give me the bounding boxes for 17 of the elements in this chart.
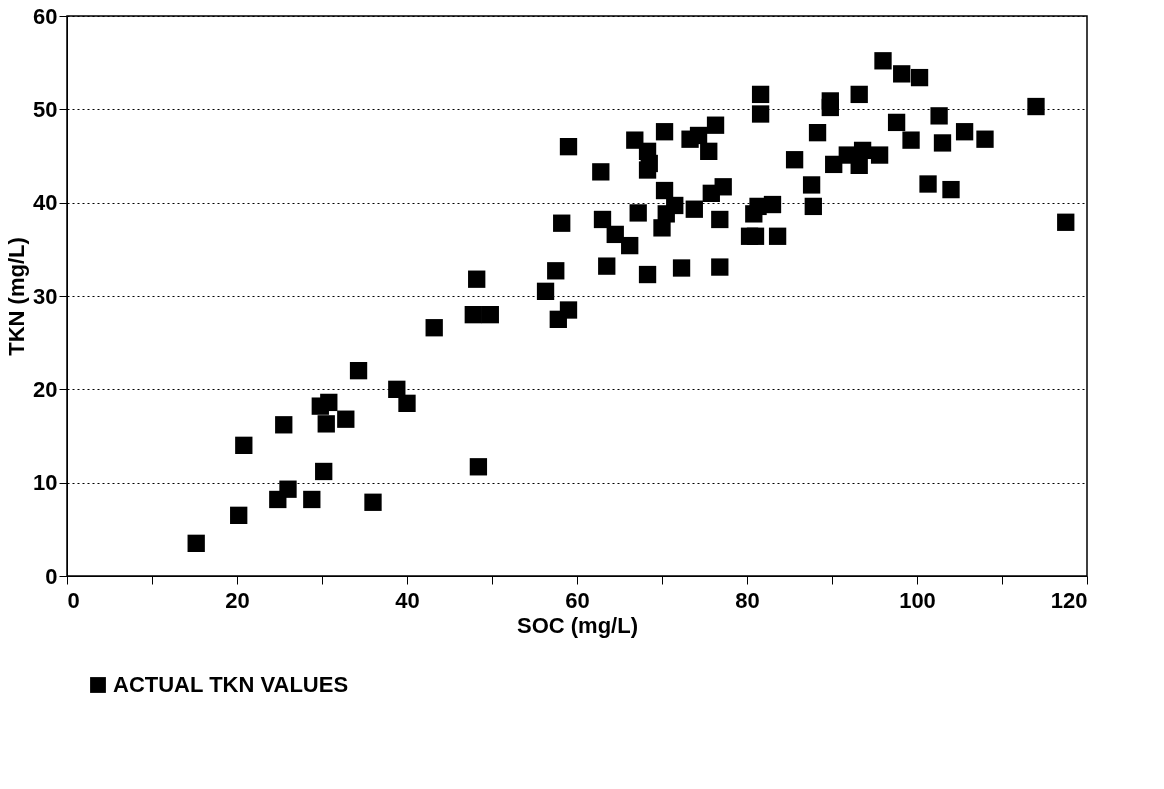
y-tick-label: 20 xyxy=(33,376,58,402)
y-tick-label: 60 xyxy=(33,3,58,29)
x-tick-label: 60 xyxy=(565,587,590,613)
y-tick-label: 40 xyxy=(33,190,58,216)
x-tick-label: 20 xyxy=(225,587,250,613)
legend-label: ACTUAL TKN VALUES xyxy=(113,672,349,697)
x-tick-label: 100 xyxy=(899,587,936,613)
x-tick-label: 80 xyxy=(735,587,760,613)
y-tick-label: 10 xyxy=(33,470,58,496)
x-tick-label: 120 xyxy=(1050,587,1088,613)
y-axis-title: TKN (mg/L) xyxy=(4,237,30,356)
x-tick-label: 40 xyxy=(395,587,420,613)
y-tick-label: 30 xyxy=(33,283,58,309)
y-tick-label: 0 xyxy=(45,563,58,589)
x-tick-label: 0 xyxy=(67,587,80,613)
y-tick-label: 50 xyxy=(33,96,58,122)
x-axis-title: SOC (mg/L) xyxy=(517,612,638,638)
